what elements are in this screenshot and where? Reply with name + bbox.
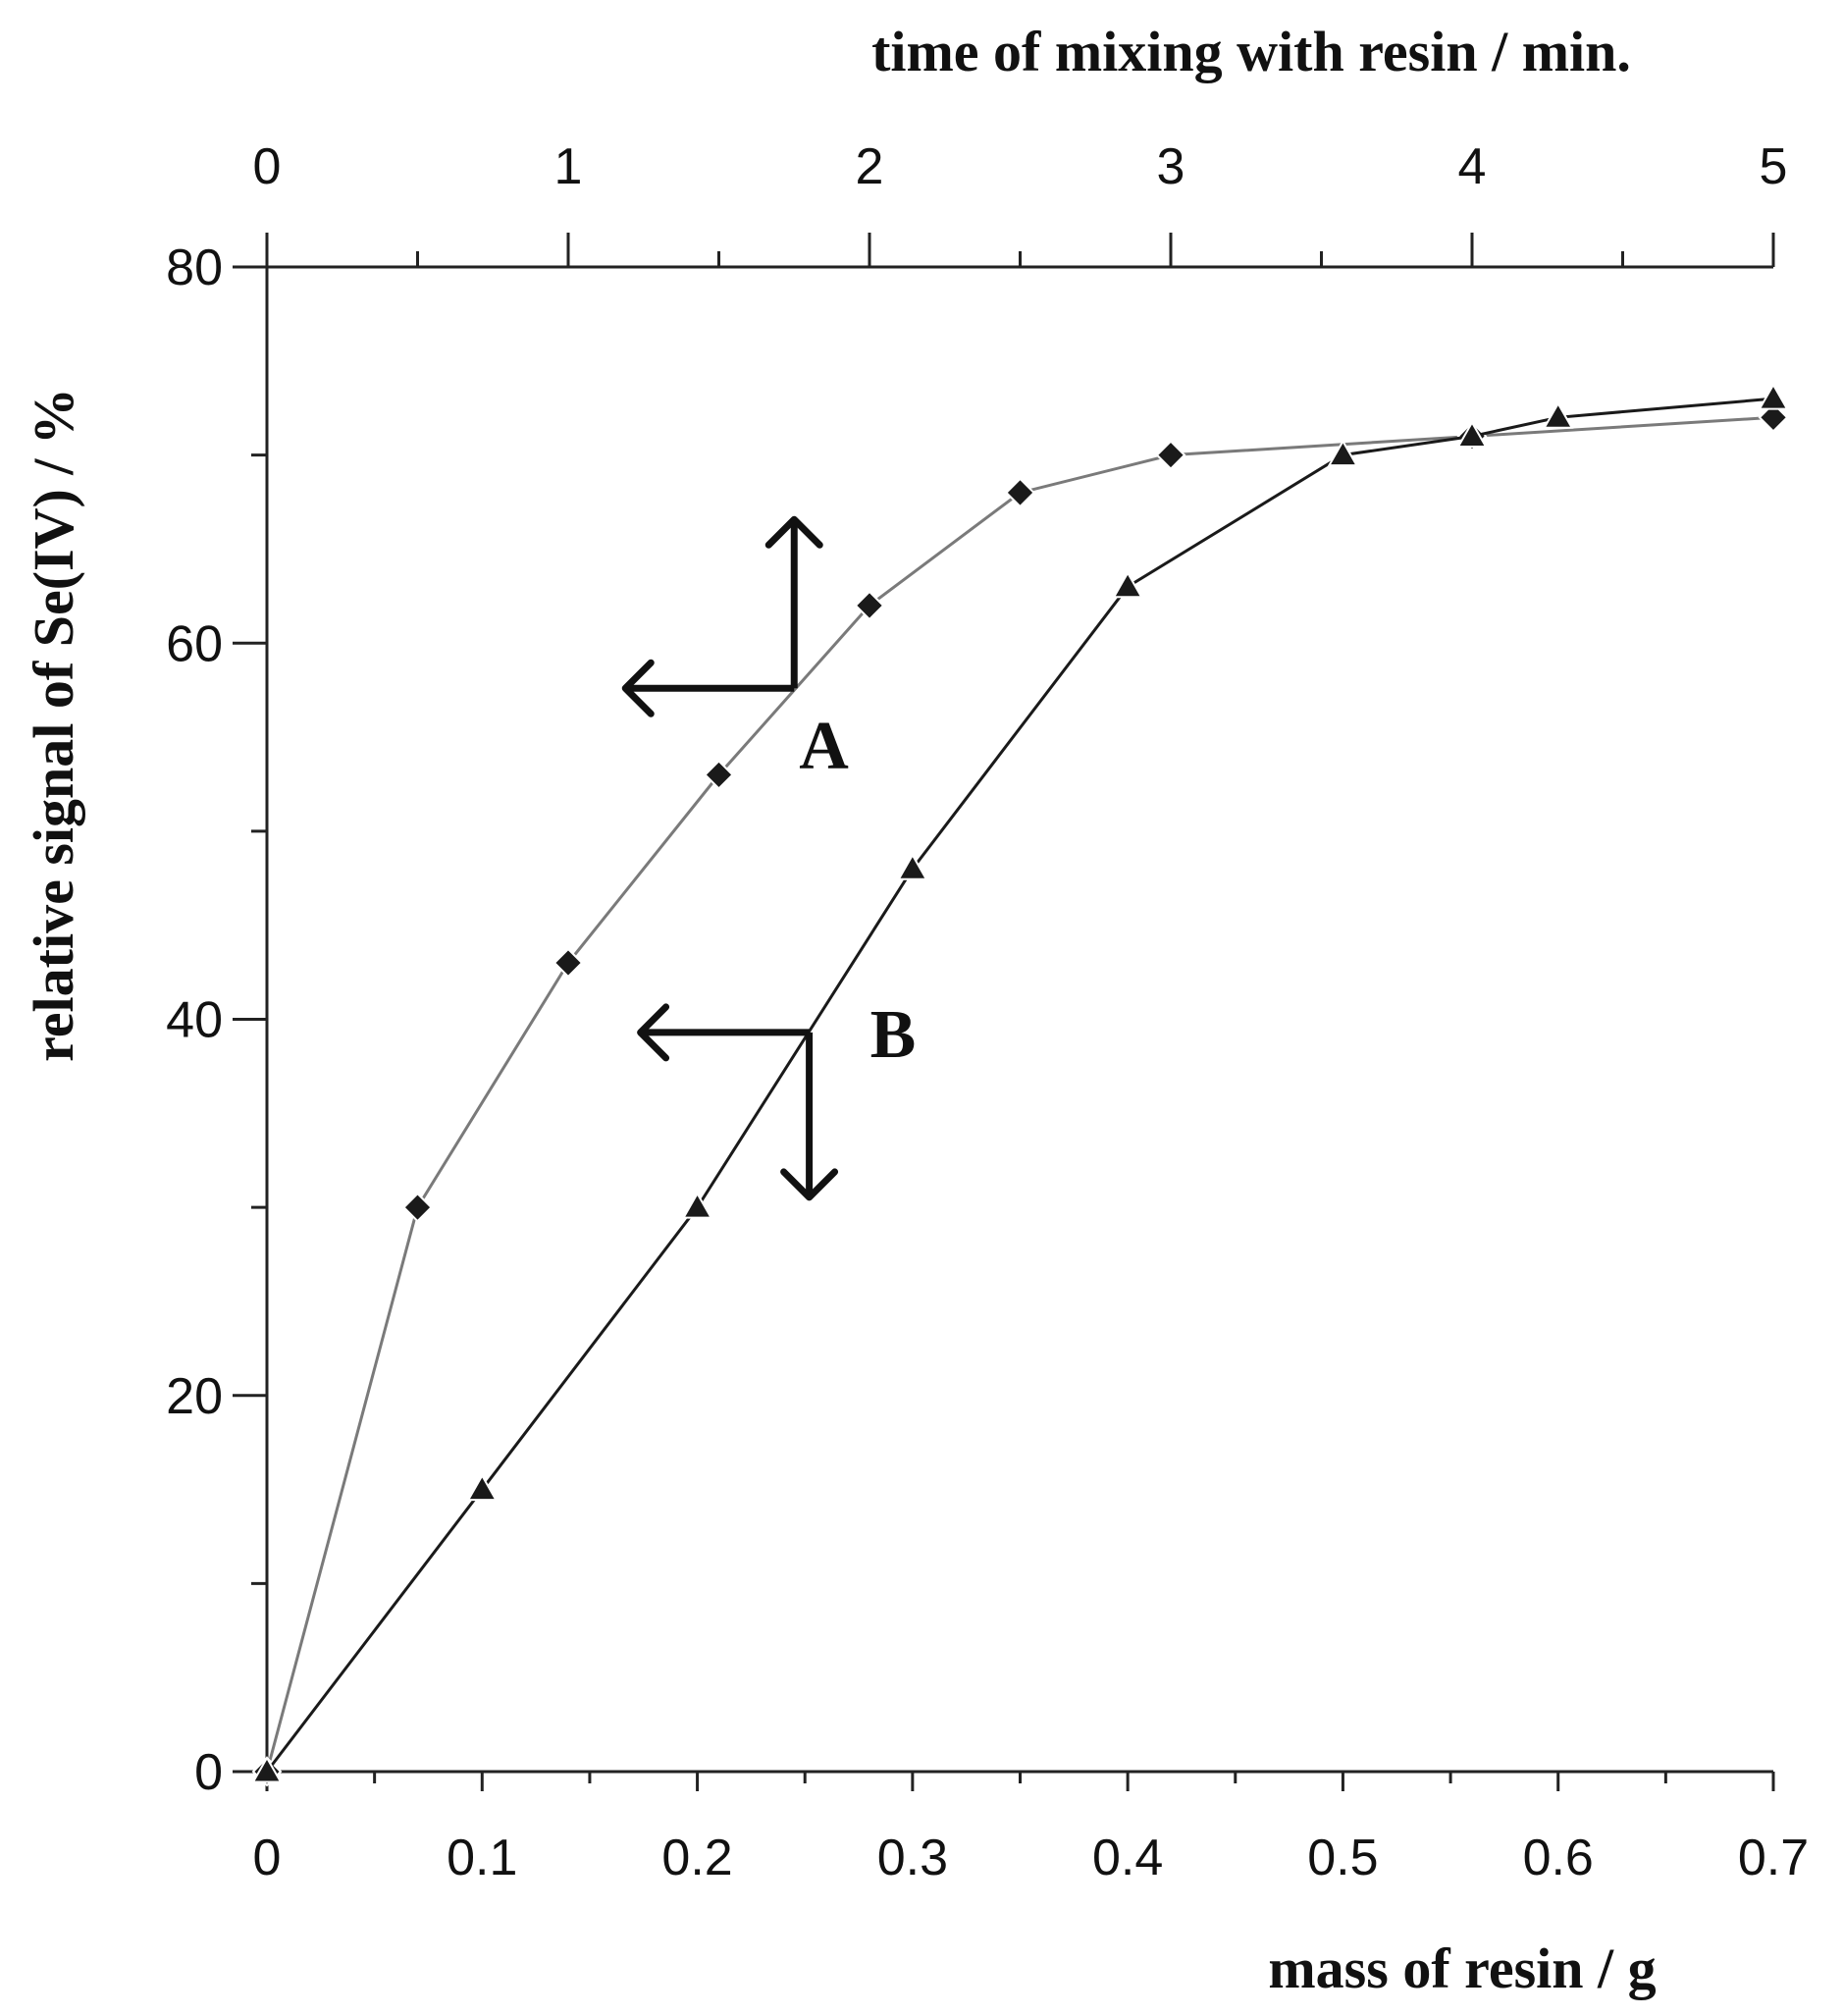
series-b-indicator: B — [637, 997, 917, 1201]
data-point-diamond — [402, 1192, 433, 1223]
arrow-head — [780, 1168, 839, 1201]
y-tick-label: 60 — [166, 615, 223, 672]
y-tick-label: 0 — [194, 1744, 223, 1801]
data-point-triangle — [681, 1192, 713, 1219]
series-a-indicator: A — [621, 515, 849, 784]
data-point-diamond — [553, 947, 584, 979]
bottom-tick-label: 0.5 — [1307, 1830, 1378, 1886]
series-layer — [251, 383, 1789, 1787]
y-tick-label: 80 — [166, 239, 223, 296]
bottom-tick-label: 0.1 — [447, 1830, 517, 1886]
data-point-triangle — [466, 1473, 499, 1502]
data-point-triangle — [1542, 401, 1574, 429]
data-point-diamond — [854, 590, 885, 621]
arrow-head — [764, 515, 823, 549]
bottom-tick-label: 0.6 — [1523, 1830, 1594, 1886]
data-point-triangle — [1112, 570, 1143, 599]
y-tick-label: 20 — [166, 1368, 223, 1425]
annotations: AB — [621, 515, 917, 1201]
data-point-diamond — [704, 759, 734, 790]
bottom-tick-label: 0.7 — [1738, 1830, 1809, 1886]
top-tick-label: 1 — [554, 138, 583, 195]
arrow-head — [637, 1003, 670, 1062]
data-point-diamond — [1155, 440, 1186, 471]
data-point-triangle — [897, 853, 928, 880]
y-axis-title: relative signal of Se(IV) / % — [22, 388, 85, 1062]
top-tick-label: 3 — [1157, 138, 1185, 195]
series-b — [251, 383, 1789, 1783]
top-tick-label: 0 — [253, 138, 282, 195]
bottom-tick-label: 0.3 — [877, 1830, 948, 1886]
data-point-triangle — [1327, 439, 1359, 467]
data-point-diamond — [1758, 401, 1789, 433]
top-tick-label: 5 — [1760, 138, 1788, 195]
data-point-triangle — [1758, 383, 1789, 410]
series-line-a — [265, 415, 1774, 1773]
series-b-label: B — [870, 997, 917, 1073]
y-tick-label: 40 — [166, 992, 223, 1049]
ticks: 0 20 40 60 80 0 1 2 3 4 5 0 0.1 0.2 0.3 0.4 0.5 0.6 0.7 — [166, 138, 1809, 1886]
series-a — [251, 401, 1789, 1787]
series-a-label: A — [799, 709, 849, 784]
bottom-tick-label: 0 — [253, 1830, 282, 1886]
bottom-tick-label: 0.4 — [1092, 1830, 1163, 1886]
data-point-triangle — [251, 1755, 283, 1783]
top-axis-title: time of mixing with resin / min. — [871, 20, 1631, 83]
top-tick-label: 4 — [1458, 138, 1487, 195]
top-tick-label: 2 — [856, 138, 884, 195]
data-point-diamond — [1005, 477, 1035, 508]
arrow-head — [621, 659, 655, 717]
data-point-triangle — [1456, 420, 1488, 448]
bottom-axis-title: mass of resin / g — [1268, 1936, 1656, 2000]
axes — [233, 233, 1775, 1791]
bottom-tick-label: 0.2 — [661, 1830, 732, 1886]
